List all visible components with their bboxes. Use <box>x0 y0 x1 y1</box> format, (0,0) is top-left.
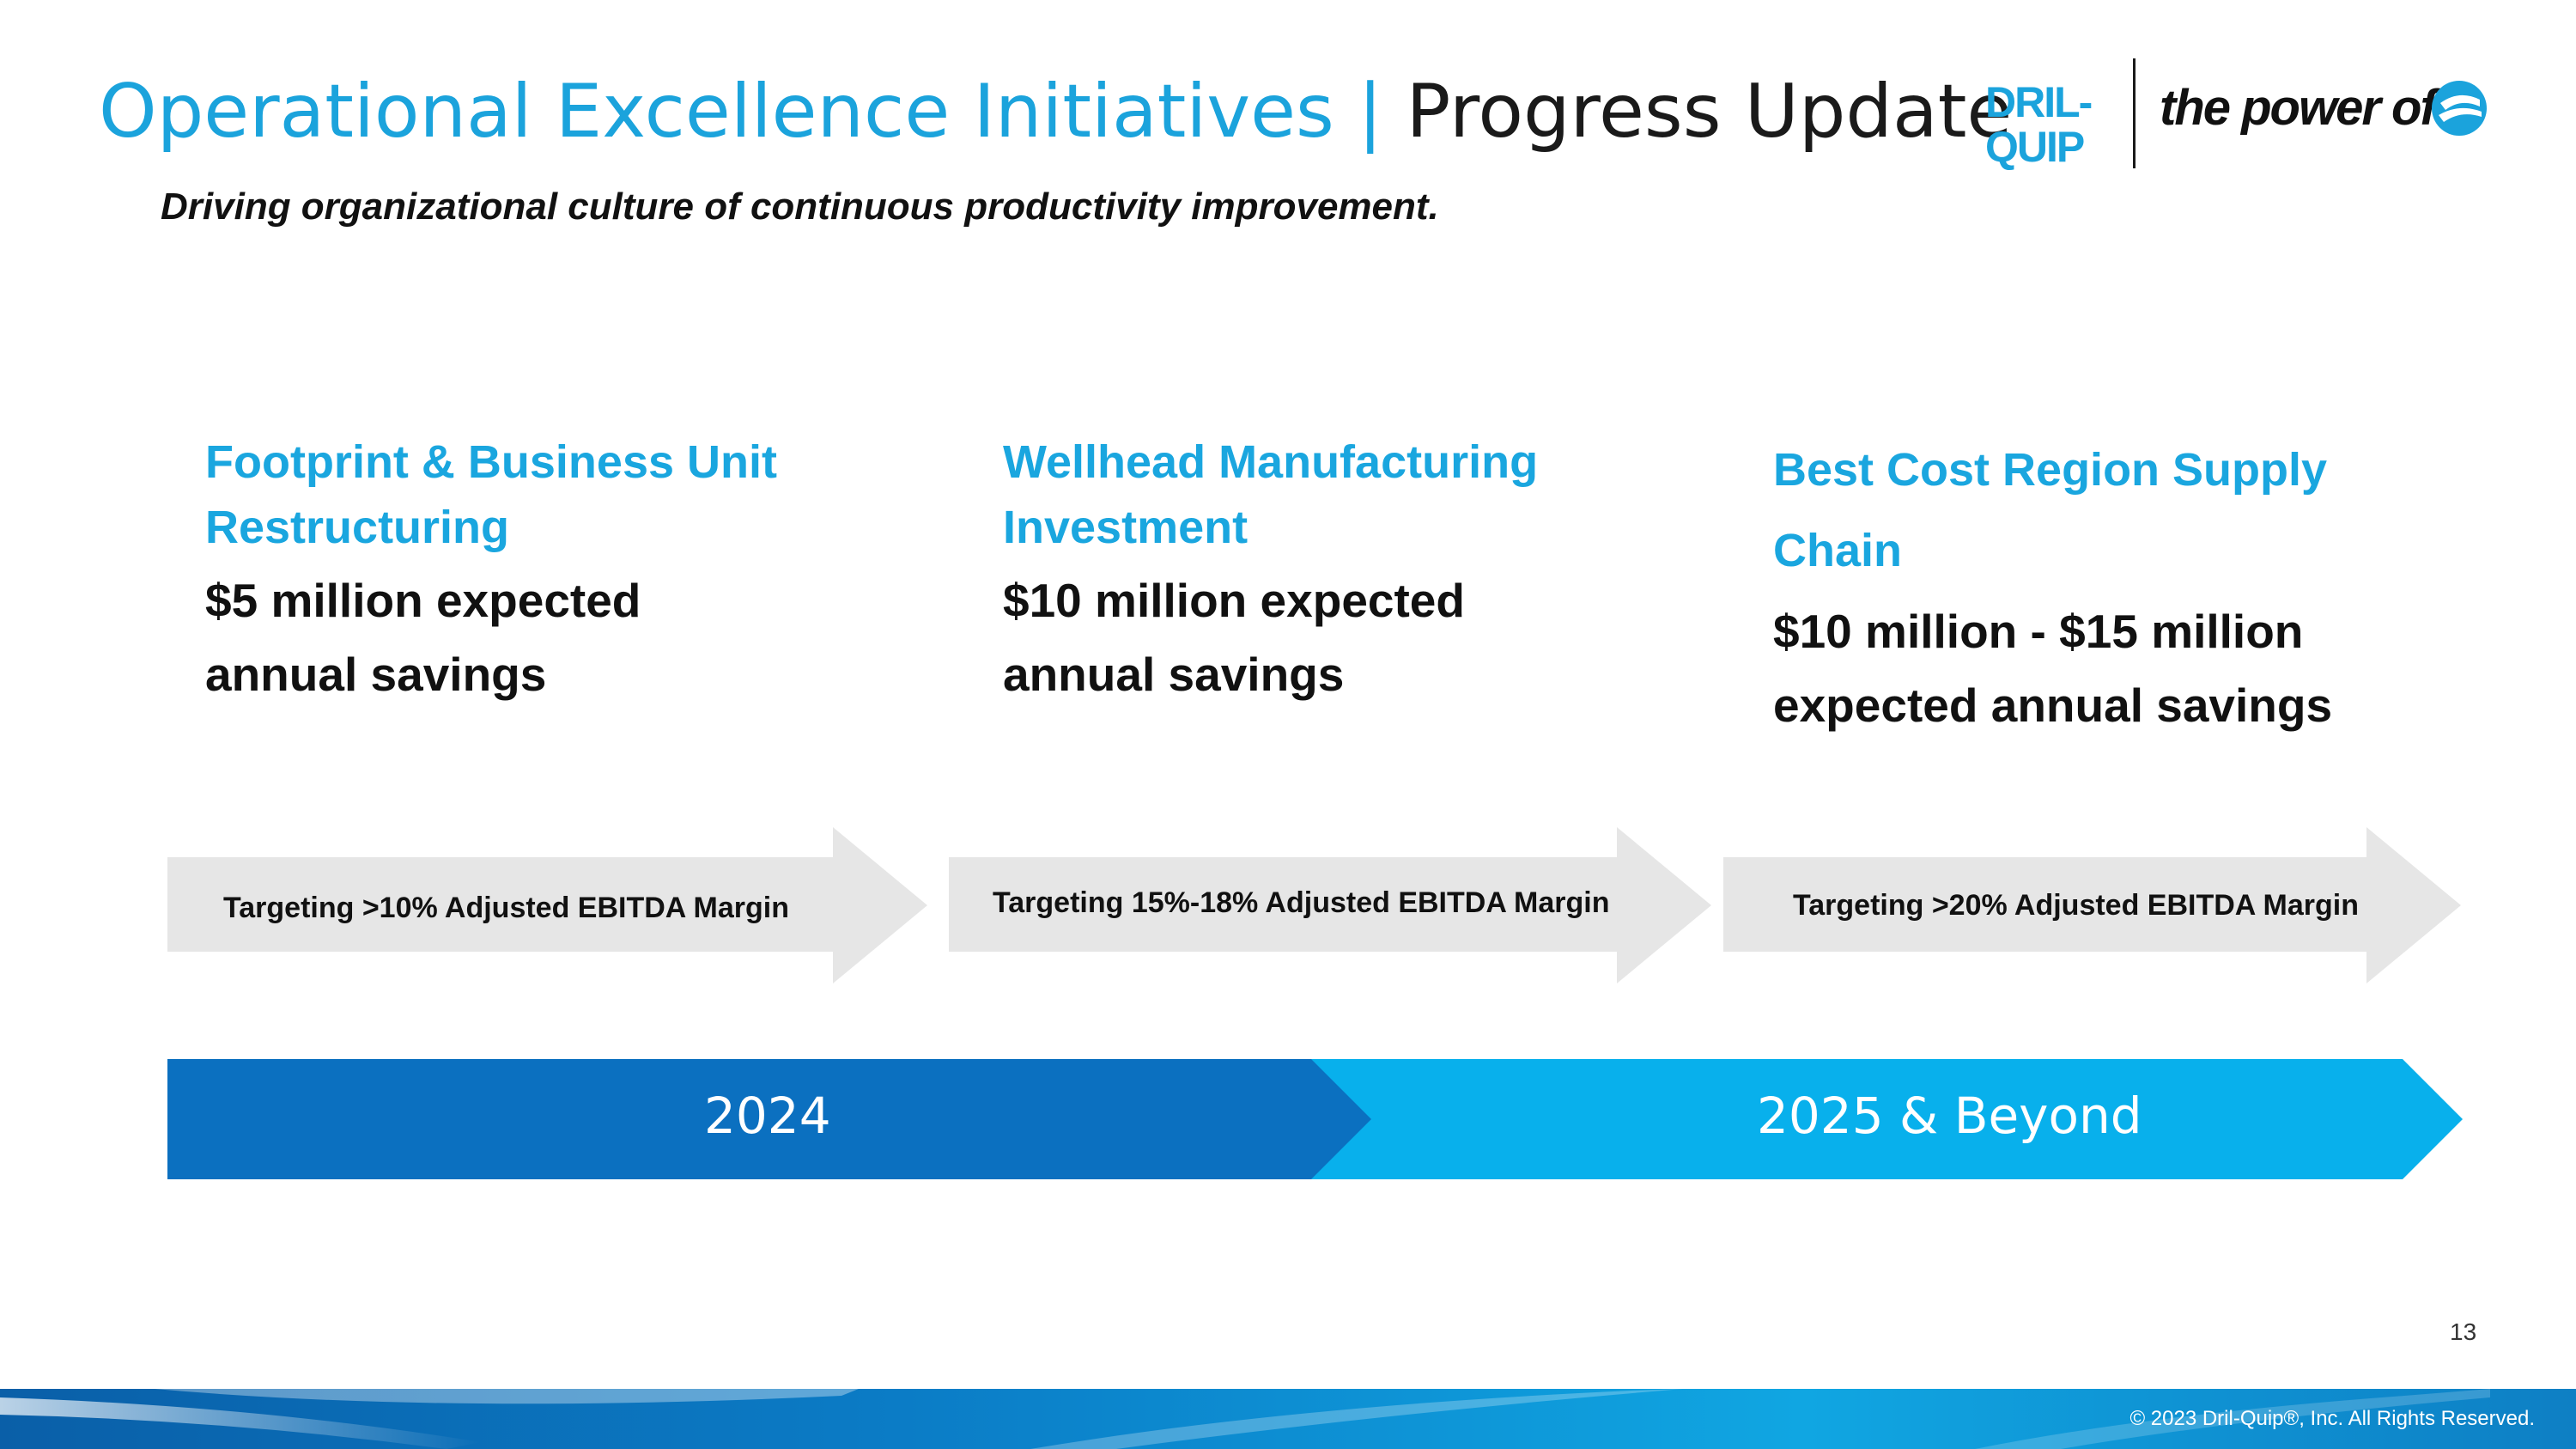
initiative-2: Wellhead Manufacturing Investment $10 mi… <box>1003 429 1538 715</box>
logo-divider <box>2133 58 2136 168</box>
page-number: 13 <box>2450 1318 2477 1345</box>
copyright-notice: © 2023 Dril-Quip®, Inc. All Rights Reser… <box>2129 1407 2535 1430</box>
target-arrow-2 <box>949 827 1711 983</box>
target-arrow-3 <box>1723 827 2461 983</box>
initiative-2-savings: $10 million expected annual savings <box>1003 560 1538 715</box>
company-logo: DRIL- QUIP the power of <box>1984 58 2499 170</box>
initiative-2-heading: Wellhead Manufacturing Investment <box>1003 429 1538 560</box>
title-main: Operational Excellence Initiatives | <box>99 69 1383 155</box>
heading-line: Footprint & Business Unit <box>205 436 777 488</box>
initiative-3-savings: $10 million - $15 million expected annua… <box>1773 591 2332 746</box>
wordmark-line1: DRIL- <box>1985 78 2092 126</box>
savings-line: $10 million expected <box>1003 574 1465 627</box>
logo-tagline: the power of <box>2160 80 2437 136</box>
target-label-3: Targeting >20% Adjusted EBITDA Margin <box>1793 889 2359 922</box>
timeline-phase-2-label: 2025 & Beyond <box>1757 1087 2142 1145</box>
timeline-phase-1-label: 2024 <box>704 1087 831 1145</box>
title-section: Progress Update <box>1382 69 2013 155</box>
footer-band <box>0 1389 2576 1449</box>
timeline-phase-1-band <box>167 1059 1371 1179</box>
timeline <box>167 1059 2463 1179</box>
page-subtitle: Driving organizational culture of contin… <box>161 186 1439 228</box>
target-arrow-1 <box>167 827 927 983</box>
savings-line: expected annual savings <box>1773 679 2333 732</box>
target-label-2: Targeting 15%-18% Adjusted EBITDA Margin <box>993 886 1610 919</box>
initiative-1-heading: Footprint & Business Unit Restructuring <box>205 429 777 560</box>
savings-line: $10 million - $15 million <box>1773 605 2304 658</box>
initiative-3-heading: Best Cost Region Supply Chain <box>1773 429 2332 591</box>
heading-line: Chain <box>1773 525 1903 576</box>
savings-line: annual savings <box>1003 648 1345 701</box>
page-title: Operational Excellence Initiatives | Pro… <box>99 67 2012 156</box>
savings-line: annual savings <box>205 648 547 701</box>
heading-line: Best Cost Region Supply <box>1773 444 2328 496</box>
timeline-phase-2-band <box>1288 1059 2463 1179</box>
heading-line: Restructuring <box>205 502 510 553</box>
target-label-1: Targeting >10% Adjusted EBITDA Margin <box>223 892 789 924</box>
target-arrows <box>167 827 2461 983</box>
heading-line: Investment <box>1003 502 1249 553</box>
savings-line: $5 million expected <box>205 574 641 627</box>
dril-quip-wordmark: DRIL- QUIP <box>1985 78 2093 170</box>
initiative-3: Best Cost Region Supply Chain $10 millio… <box>1773 429 2332 746</box>
initiative-1: Footprint & Business Unit Restructuring … <box>205 429 777 715</box>
wordmark-line2: QUIP <box>1985 123 2084 170</box>
heading-line: Wellhead Manufacturing <box>1003 436 1539 488</box>
initiative-1-savings: $5 million expected annual savings <box>205 560 777 715</box>
dril-quip-e-icon <box>2432 81 2487 136</box>
